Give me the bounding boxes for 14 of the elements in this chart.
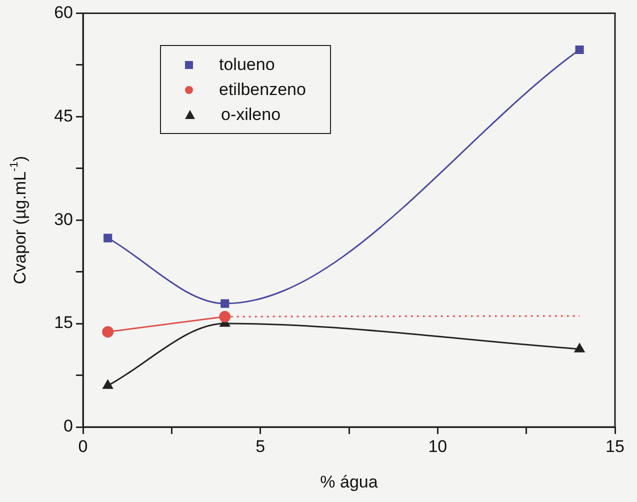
x-tick-label: 15 — [606, 436, 624, 456]
y-tick-label: 15 — [54, 313, 73, 332]
y-tick-label: 30 — [54, 210, 73, 229]
legend-label: tolueno — [219, 54, 275, 74]
y-tick-label: 60 — [54, 2, 73, 22]
legend-label: etilbenzeno — [219, 80, 306, 100]
x-tick-label: 0 — [78, 436, 88, 456]
x-tick-label: 5 — [256, 436, 266, 456]
x-axis-title: % água — [320, 472, 378, 492]
y-tick-label: 45 — [54, 106, 73, 126]
y-tick-label: 0 — [64, 416, 73, 436]
y-axis-title: Cvapor (µg.mL-1) — [8, 156, 30, 284]
x-tick-label: 10 — [428, 436, 448, 456]
legend-label: o-xileno — [221, 104, 281, 124]
